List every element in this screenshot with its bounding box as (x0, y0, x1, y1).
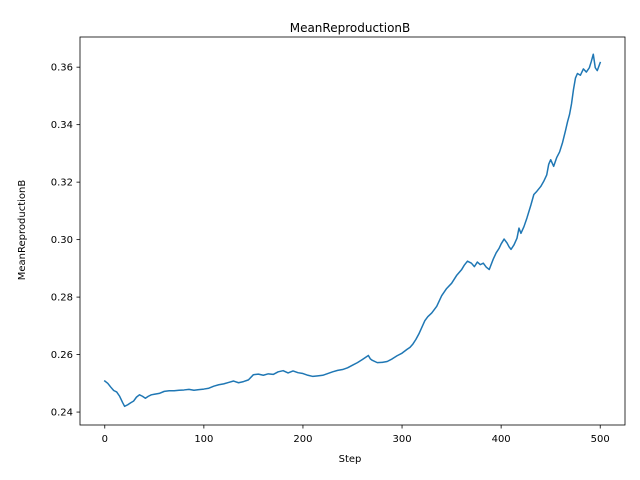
x-tick-label: 500 (591, 434, 610, 445)
x-tick-label: 200 (293, 434, 312, 445)
y-tick-label: 0.36 (51, 63, 73, 74)
plot-area (103, 53, 602, 408)
y-tick-label: 0.28 (51, 293, 73, 304)
series-line-0 (103, 53, 602, 408)
y-tick-label: 0.32 (51, 178, 73, 189)
y-tick-label: 0.26 (51, 350, 73, 361)
y-tick-label: 0.34 (51, 120, 73, 131)
y-axis-label: MeanReproductionB (17, 180, 28, 281)
axes-frame (79, 36, 626, 426)
x-tick-label: 0 (102, 434, 108, 445)
y-tick-label: 0.30 (51, 235, 73, 246)
x-tick-label: 300 (392, 434, 411, 445)
y-tick-label: 0.24 (51, 408, 73, 419)
x-tick-label: 400 (492, 434, 511, 445)
axes: 0 100 200 300 400 500 0.24 0.26 0.28 0.30 0.32 0.34… (51, 36, 626, 445)
chart-title: MeanReproductionB (290, 21, 411, 35)
x-tick-label: 100 (194, 434, 213, 445)
x-axis-label: Step (339, 454, 362, 465)
